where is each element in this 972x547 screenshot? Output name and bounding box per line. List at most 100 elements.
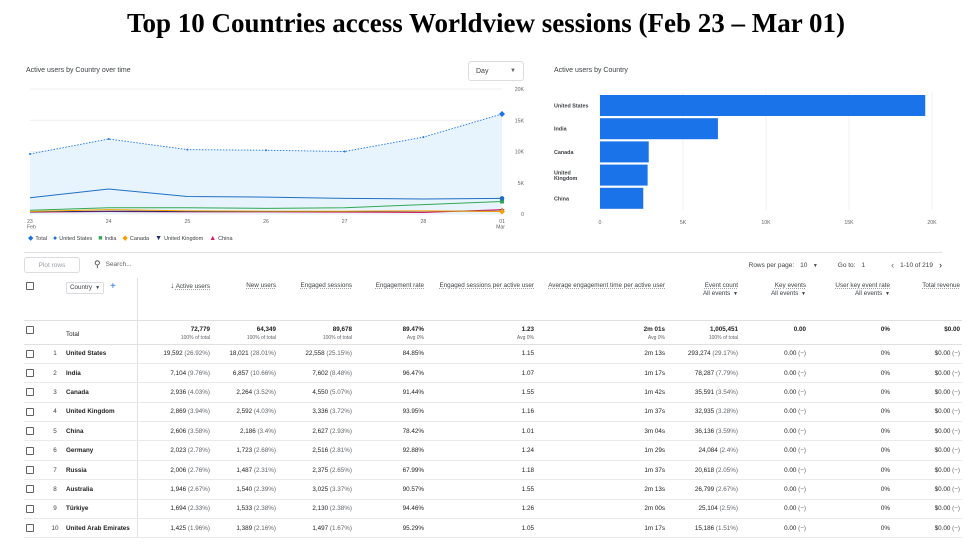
column-header-total-revenue[interactable]: Total revenue xyxy=(892,278,962,320)
column-header-engaged-sessions[interactable]: Engaged sessions xyxy=(278,278,354,320)
column-header-key-events[interactable]: Key events All events ▼ xyxy=(740,278,808,320)
sort-down-icon: ↓ xyxy=(170,281,175,290)
country-name[interactable]: Türkiye xyxy=(64,499,138,520)
column-header-new-users[interactable]: New users xyxy=(212,278,278,320)
row-checkbox[interactable] xyxy=(26,446,34,455)
event-filter-select[interactable]: All events ▼ xyxy=(669,290,738,298)
metric-percent: (2.38%) xyxy=(328,505,352,513)
row-checkbox[interactable] xyxy=(26,407,34,416)
goto-input[interactable]: 1 xyxy=(861,261,866,269)
table-row[interactable]: 10 United Arab Emirates 1,425 (1.96%) 1,389… xyxy=(24,518,962,539)
chevron-down-icon: ▼ xyxy=(95,285,101,291)
column-header-event-count[interactable]: Event count All events ▼ xyxy=(667,278,740,320)
country-dimension-select[interactable]: Country ▼ xyxy=(66,282,105,294)
country-name[interactable]: Canada xyxy=(64,382,138,403)
index-header xyxy=(46,278,64,320)
country-name[interactable]: United Kingdom xyxy=(64,402,138,423)
metric-cell: 2m 00s xyxy=(536,499,667,520)
metric-percent: (2.67%) xyxy=(714,485,738,493)
row-checkbox-cell xyxy=(24,440,46,461)
column-header-user-key-event-rate[interactable]: User key event rate All events ▼ xyxy=(808,278,892,320)
table-row[interactable]: 7 Russia 2,006 (2.76%) 1,487 (2.31%) 2,375 (… xyxy=(24,460,962,481)
table-row[interactable]: 5 China 2,606 (3.58%) 2,186 (3.4%) 2,627 (2.… xyxy=(24,421,962,442)
metric-percent: (−) xyxy=(950,466,960,474)
row-checkbox[interactable] xyxy=(26,369,34,378)
metric-cell: 19,592 (26.92%) xyxy=(137,344,212,364)
row-checkbox[interactable] xyxy=(26,427,34,436)
rows-per-page-select[interactable]: 10 ▼ xyxy=(800,262,818,269)
metric-cell: 1.26 xyxy=(426,499,536,520)
legend-item-india[interactable]: ■ India xyxy=(98,235,116,242)
legend-item-canada[interactable]: ◆ Canada xyxy=(122,235,149,242)
metric-cell: 1,694 (2.33%) xyxy=(137,499,212,520)
legend-item-united-states[interactable]: ● United States xyxy=(53,235,92,242)
column-header-engaged-sessions-per-active-user[interactable]: Engaged sessions per active user xyxy=(426,278,536,320)
totals-row: Total 72,779 100% of total 64,349 100% of to… xyxy=(24,319,962,345)
table-row[interactable]: 1 United States 19,592 (26.92%) 18,021 (28.… xyxy=(24,344,962,364)
legend-label: United Kingdom xyxy=(164,235,204,242)
section-divider xyxy=(24,252,942,253)
metric-cell: 0.00 (−) xyxy=(740,382,808,403)
metric-cell: 2m 13s xyxy=(536,479,667,500)
column-header-engagement-rate[interactable]: Engagement rate xyxy=(354,278,426,320)
metric-cell: 1,723 (2.68%) xyxy=(212,440,278,461)
metric-cell: 1.55 xyxy=(426,479,536,500)
granularity-select[interactable]: Day ▼ xyxy=(468,61,524,81)
prev-page-icon[interactable]: ‹ xyxy=(891,260,895,270)
row-checkbox[interactable] xyxy=(26,466,34,475)
line-chart-title: Active users by Country over time xyxy=(26,67,131,74)
table-row[interactable]: 3 Canada 2,936 (4.03%) 2,264 (3.52%) 4,550 (… xyxy=(24,382,962,403)
x-tick-label: Feb xyxy=(27,225,36,231)
metric-value: 2,869 xyxy=(170,408,187,416)
next-page-icon[interactable]: › xyxy=(939,260,942,270)
country-name[interactable]: China xyxy=(64,421,138,442)
select-all-checkbox[interactable] xyxy=(26,282,34,290)
search-input[interactable]: Search... xyxy=(105,261,132,268)
legend-item-china[interactable]: ▲ China xyxy=(209,235,232,242)
metric-cell: 18,021 (28.01%) xyxy=(212,344,278,364)
table-row[interactable]: 2 India 7,104 (9.76%) 6,857 (10.66%) 7,602 (… xyxy=(24,363,962,384)
row-checkbox[interactable] xyxy=(26,349,34,358)
metric-cell: 0% xyxy=(808,479,892,500)
row-checkbox[interactable] xyxy=(26,504,34,513)
end-marker-canada xyxy=(499,208,505,215)
table-row[interactable]: 4 United Kingdom 2,869 (3.94%) 2,592 (4.03%… xyxy=(24,402,962,423)
metric-value: 18,021 xyxy=(229,350,249,358)
row-index: 7 xyxy=(46,460,64,481)
metric-value: 4,550 xyxy=(312,388,329,396)
table-row[interactable]: 8 Australia 1,946 (2.67%) 1,540 (2.39%) 3,02… xyxy=(24,479,962,500)
row-checkbox[interactable] xyxy=(26,388,34,397)
metric-percent: (2.67%) xyxy=(186,485,210,493)
country-name[interactable]: United States xyxy=(64,344,138,364)
metric-value: 36,136 xyxy=(694,427,715,435)
column-header-active-users[interactable]: ↓ Active users xyxy=(137,278,212,320)
event-filter-select[interactable]: All events ▼ xyxy=(742,290,806,298)
search-box[interactable]: ⚲ Search... xyxy=(94,259,132,270)
metric-cell: 2,516 (2.81%) xyxy=(278,440,354,461)
legend-item-total[interactable]: ◆ Total xyxy=(28,235,47,242)
row-checkbox[interactable] xyxy=(26,524,34,533)
event-filter-select[interactable]: All events ▼ xyxy=(810,290,890,298)
country-name[interactable]: Russia xyxy=(64,460,138,481)
column-header-average-engagement-time-per-active-user[interactable]: Average engagement time per active user xyxy=(536,278,667,320)
metric-value: 22,558 xyxy=(305,350,325,358)
row-checkbox[interactable] xyxy=(26,485,34,494)
metric-cell: 35,591 (3.54%) xyxy=(667,382,740,403)
add-dimension-icon[interactable]: + xyxy=(110,281,116,293)
plot-rows-button[interactable]: Plot rows xyxy=(24,257,80,273)
country-name[interactable]: United Arab Emirates xyxy=(64,518,138,539)
table-row[interactable]: 9 Türkiye 1,694 (2.33%) 1,533 (2.38%) 2,130 … xyxy=(24,499,962,520)
metric-value: 0.00 xyxy=(784,427,797,435)
country-name[interactable]: India xyxy=(64,363,138,384)
country-name[interactable]: Australia xyxy=(64,479,138,500)
metric-percent: (29.17%) xyxy=(710,350,738,358)
totals-checkbox-cell xyxy=(24,319,46,345)
metric-cell: 0% xyxy=(808,382,892,403)
metric-value: 2,264 xyxy=(236,388,253,396)
country-name[interactable]: Germany xyxy=(64,440,138,461)
total-cell: $0.00 xyxy=(892,319,962,345)
legend-item-united-kingdom[interactable]: ▼ United Kingdom xyxy=(155,235,203,242)
table-row[interactable]: 6 Germany 2,023 (2.78%) 1,723 (2.68%) 2,516 … xyxy=(24,440,962,461)
metric-cell: 1.07 xyxy=(426,363,536,384)
totals-checkbox[interactable] xyxy=(26,325,34,334)
